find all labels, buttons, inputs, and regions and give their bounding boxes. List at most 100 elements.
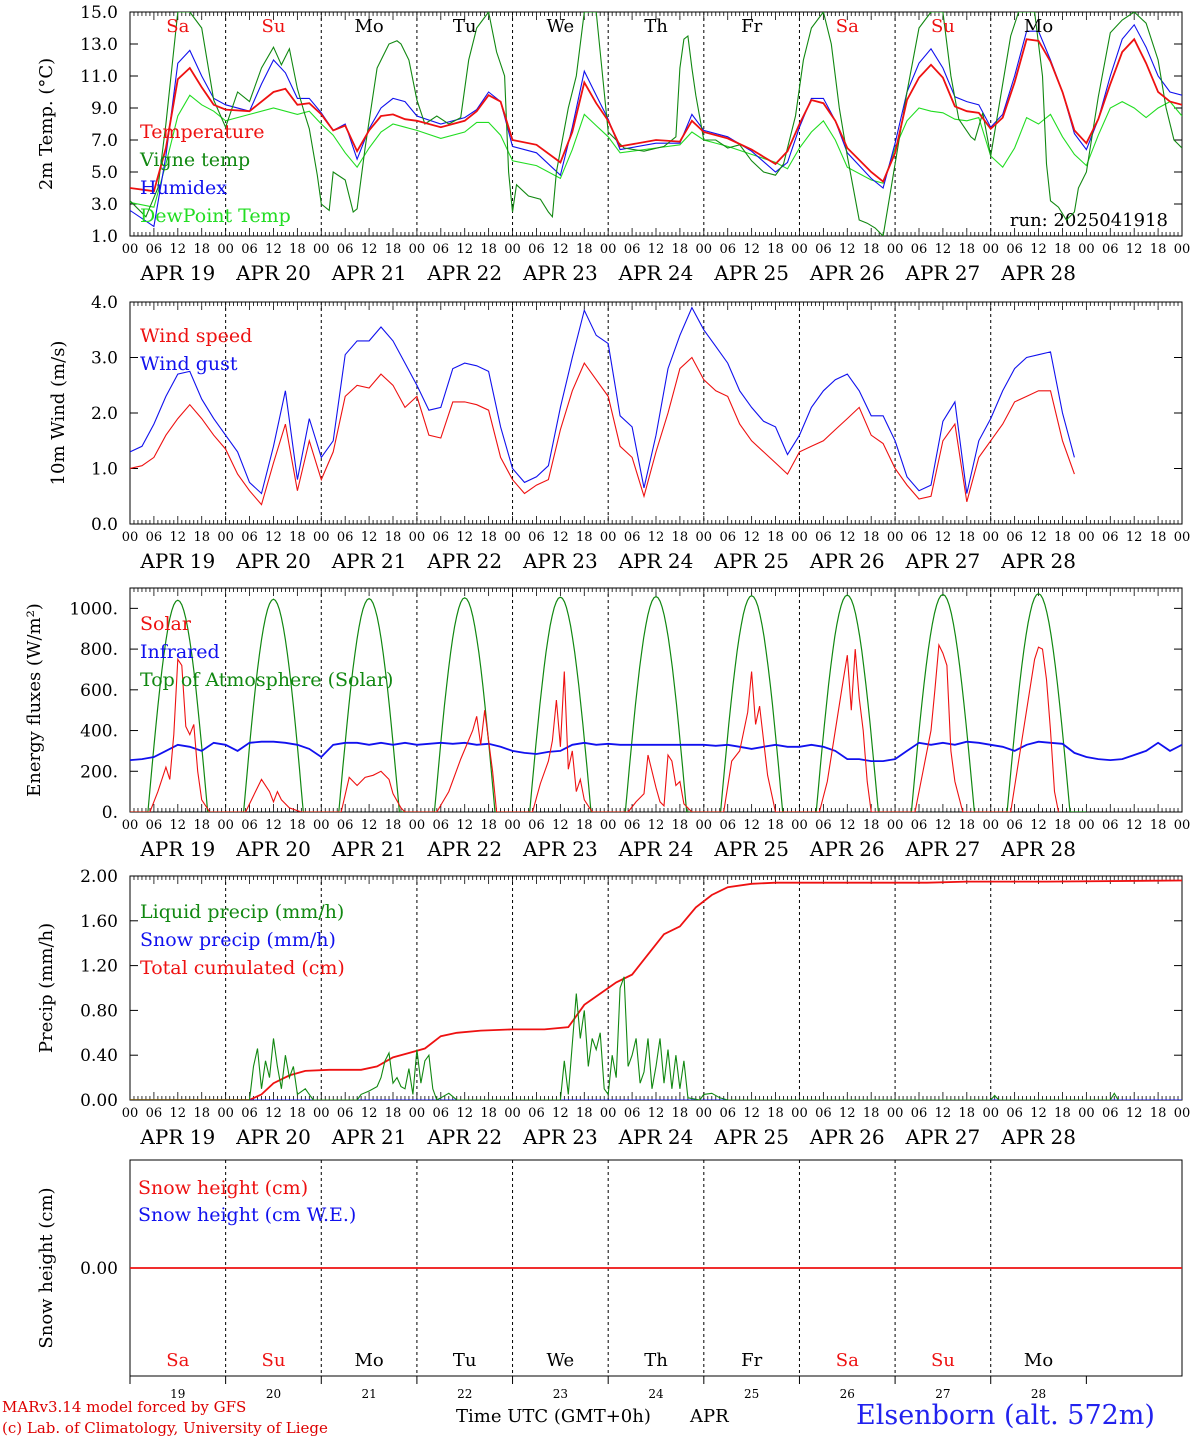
hour-tick-label: 00	[1078, 530, 1095, 545]
panel-precip: 00 06 12 18 00 06 12 18 00 06 12 18 00 06 12 18 00 06 12 18…	[36, 867, 1190, 1149]
hour-tick-label: 12	[743, 530, 760, 545]
hour-tick-label: 12	[265, 818, 282, 833]
date-label: APR 28	[1000, 261, 1076, 285]
hour-tick-label: 00	[696, 242, 713, 257]
hour-tick-label: 06	[911, 530, 928, 545]
hour-tick-label: 06	[815, 1106, 832, 1121]
legend-entry: Snow height (cm)	[138, 1177, 308, 1199]
hour-tick-label: 18	[289, 1106, 306, 1121]
hour-tick-label: 06	[146, 530, 163, 545]
hour-tick-label: 12	[265, 242, 282, 257]
date-label: APR 22	[426, 549, 502, 573]
y-tick-label: 0.40	[80, 1046, 118, 1066]
weekday-label: Tu	[453, 16, 477, 37]
hour-tick-label: 18	[1150, 530, 1167, 545]
hour-tick-label: 00	[982, 1106, 999, 1121]
hour-tick-label: 12	[361, 242, 378, 257]
weekday-label: Th	[644, 16, 668, 37]
date-label: APR 19	[139, 549, 215, 573]
hour-tick-label: 00	[982, 818, 999, 833]
date-label: APR 25	[713, 549, 789, 573]
weekday-label: Fr	[741, 1350, 762, 1371]
weekday-label: Sa	[166, 1350, 189, 1371]
hour-tick-label: 06	[528, 1106, 545, 1121]
hour-tick-label: 12	[1126, 242, 1143, 257]
hour-tick-label: 12	[648, 818, 665, 833]
y-tick-label: 3.0	[91, 195, 118, 215]
plot-frame	[129, 587, 1183, 813]
date-label: APR 23	[522, 837, 598, 861]
hour-tick-label: 00	[409, 242, 426, 257]
date-label: APR 19	[139, 261, 215, 285]
hour-tick-label: 06	[241, 818, 258, 833]
hour-tick-label: 12	[170, 818, 187, 833]
hour-tick-label: 06	[433, 818, 450, 833]
hour-tick-label: 12	[265, 530, 282, 545]
y-axis-label: Energy fluxes (W/m²)	[24, 603, 45, 797]
weekday-label: Sa	[836, 16, 859, 37]
hour-tick-label: 18	[193, 242, 210, 257]
series-line-wind-gust	[130, 306, 1075, 495]
date-label: APR 23	[522, 549, 598, 573]
hour-tick-label: 00	[791, 242, 808, 257]
y-tick-label: 4.0	[91, 293, 118, 313]
weekday-label: Fr	[741, 16, 762, 37]
hour-tick-label: 18	[672, 1106, 689, 1121]
weekday-label: Th	[644, 1350, 668, 1371]
hour-tick-label: 06	[1102, 530, 1119, 545]
hour-tick-label: 12	[935, 242, 952, 257]
hour-tick-label: 12	[839, 1106, 856, 1121]
hour-tick-label: 06	[624, 1106, 641, 1121]
date-label: APR 19	[139, 1125, 215, 1149]
y-tick-label: 7.0	[91, 131, 118, 151]
y-tick-label: 1.0	[91, 227, 118, 247]
y-tick-label: 13.0	[80, 35, 118, 55]
hour-tick-label: 00	[122, 530, 139, 545]
hour-tick-label: 12	[170, 530, 187, 545]
hour-tick-label: 18	[959, 530, 976, 545]
hour-tick-label: 00	[887, 530, 904, 545]
hour-tick-label: 00	[122, 818, 139, 833]
hour-tick-label: 12	[361, 530, 378, 545]
hour-tick-label: 00	[600, 530, 617, 545]
date-label: APR 24	[618, 549, 694, 573]
date-label: APR 22	[426, 1125, 502, 1149]
weekday-label: Tu	[453, 1350, 477, 1371]
y-axis-label: Snow height (cm)	[36, 1187, 57, 1348]
hour-tick-label: 06	[241, 530, 258, 545]
hour-tick-label: 12	[456, 818, 473, 833]
hour-tick-label: 12	[1030, 530, 1047, 545]
hour-tick-label: 00	[696, 818, 713, 833]
hour-tick-label: 12	[552, 242, 569, 257]
hour-tick-label: 12	[743, 818, 760, 833]
y-tick-label: 5.0	[91, 163, 118, 183]
date-label: APR 26	[809, 549, 885, 573]
legend-entry: Total cumulated (cm)	[140, 957, 345, 979]
hour-tick-label: 12	[265, 1106, 282, 1121]
hour-tick-label: 06	[911, 242, 928, 257]
hour-tick-label: 06	[1006, 818, 1023, 833]
hour-tick-label: 00	[1174, 1106, 1191, 1121]
hour-tick-label: 12	[552, 1106, 569, 1121]
y-tick-label: 0.	[102, 803, 118, 823]
series-line-dewpoint-temp	[130, 94, 1182, 208]
legend-entry: Top of Atmosphere (Solar)	[140, 669, 393, 691]
hour-tick-label: 18	[576, 818, 593, 833]
hour-tick-label: 18	[1150, 242, 1167, 257]
weekday-label: Su	[931, 16, 955, 37]
day-number-label: 21	[361, 1387, 376, 1401]
hour-tick-label: 00	[1078, 242, 1095, 257]
hour-tick-label: 00	[1078, 818, 1095, 833]
hour-tick-label: 00	[1174, 242, 1191, 257]
hour-tick-label: 12	[839, 818, 856, 833]
hour-tick-label: 06	[433, 530, 450, 545]
hour-tick-label: 18	[576, 530, 593, 545]
hour-tick-label: 06	[624, 818, 641, 833]
hour-tick-label: 18	[767, 242, 784, 257]
date-label: APR 27	[905, 261, 981, 285]
date-label: APR 22	[426, 261, 502, 285]
date-label: APR 21	[331, 837, 407, 861]
day-number-label: 23	[553, 1387, 568, 1401]
y-tick-label: 1.60	[80, 912, 118, 932]
weekday-label: Mo	[354, 16, 383, 37]
